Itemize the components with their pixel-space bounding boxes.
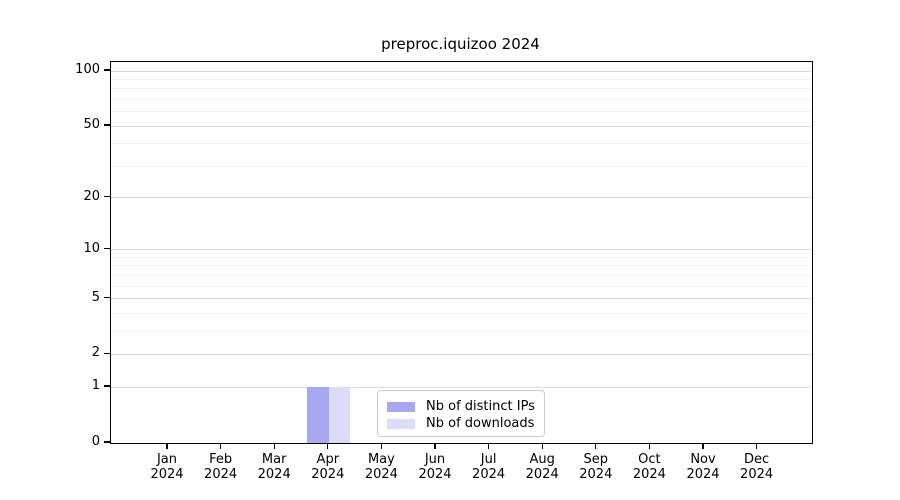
bar-apr-downloads (328, 387, 351, 443)
minor-gridline (111, 143, 812, 145)
y-tick-label: 2 (91, 345, 100, 361)
x-tick (219, 443, 222, 449)
x-tick-label: Jul 2024 (472, 452, 506, 482)
x-tick-label: Aug 2024 (525, 452, 559, 482)
x-tick (166, 443, 168, 449)
y-tick (104, 248, 110, 250)
x-tick-label: Nov 2024 (686, 452, 720, 482)
major-gridline (111, 353, 812, 355)
bar-apr-distinct-ips (307, 387, 329, 443)
y-tick (104, 296, 110, 299)
major-gridline (111, 70, 812, 72)
minor-gridline (111, 98, 812, 100)
major-gridline (111, 298, 812, 300)
x-tick-label: Jun 2024 (418, 452, 452, 482)
major-gridline (111, 249, 812, 251)
x-tick (702, 443, 704, 449)
x-tick-label: Mar 2024 (257, 452, 291, 482)
x-tick (541, 443, 543, 449)
y-tick-label: 100 (75, 62, 100, 78)
x-tick (327, 443, 329, 449)
y-tick-label: 10 (83, 240, 100, 256)
minor-gridline (111, 88, 812, 90)
y-tick-label: 20 (83, 188, 100, 204)
x-tick (487, 443, 490, 449)
minor-gridline (111, 274, 812, 276)
legend-swatch-downloads (387, 418, 415, 429)
x-tick-label: Oct 2024 (632, 452, 666, 482)
x-tick (595, 443, 597, 449)
legend-label-distinct-ips: Nb of distinct IPs (426, 399, 535, 414)
legend-item-distinct-ips: Nb of distinct IPs (387, 398, 535, 415)
y-tick-label: 5 (91, 289, 100, 305)
minor-gridline (111, 312, 812, 314)
x-tick-label: Apr 2024 (311, 452, 345, 482)
x-tick (755, 443, 758, 449)
plot-area (110, 61, 813, 444)
y-tick (104, 69, 110, 71)
minor-gridline (111, 265, 812, 267)
x-tick-label: Sep 2024 (579, 452, 613, 482)
x-tick (434, 443, 436, 449)
major-gridline (111, 197, 812, 199)
chart-title: preproc.iquizoo 2024 (381, 35, 540, 53)
major-gridline (111, 386, 812, 388)
y-tick (104, 441, 110, 443)
legend-swatch-distinct-ips (387, 401, 415, 412)
minor-gridline (111, 111, 812, 113)
y-tick (104, 124, 110, 126)
x-tick-label: Dec 2024 (740, 452, 774, 482)
minor-gridline (111, 285, 812, 287)
y-tick (104, 195, 110, 198)
y-tick (104, 352, 110, 355)
minor-gridline (111, 78, 812, 80)
minor-gridline (111, 256, 812, 258)
legend-label-downloads: Nb of downloads (426, 416, 535, 431)
legend: Nb of distinct IPs Nb of downloads (377, 390, 545, 437)
x-tick (648, 443, 651, 449)
major-gridline (111, 125, 812, 127)
minor-gridline (111, 165, 812, 167)
x-tick-label: May 2024 (364, 452, 398, 482)
y-tick-label: 50 (83, 117, 100, 133)
legend-item-downloads: Nb of downloads (387, 415, 535, 432)
x-tick-label: Jan 2024 (150, 452, 184, 482)
y-tick (104, 385, 110, 387)
y-tick-label: 1 (91, 378, 100, 394)
x-tick (380, 443, 383, 449)
y-tick-label: 0 (91, 434, 100, 449)
x-tick-label: Feb 2024 (204, 452, 238, 482)
minor-gridline (111, 330, 812, 332)
x-tick (273, 443, 275, 449)
